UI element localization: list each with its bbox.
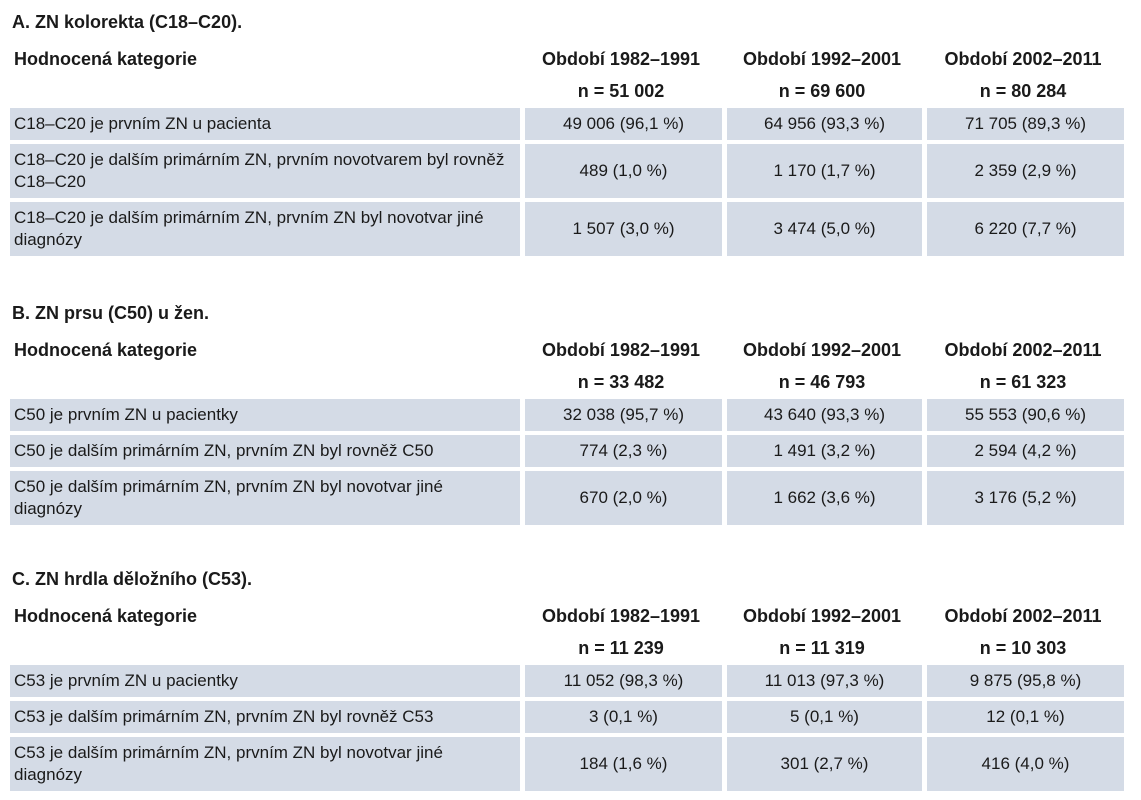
cell-value: 71 705 (89,3 %)	[922, 108, 1124, 140]
table-row: C18–C20 je dalším primárním ZN, prvním n…	[10, 144, 1124, 198]
category-header: Hodnocená kategorie	[14, 48, 198, 69]
cell-value: 6 220 (7,7 %)	[922, 202, 1124, 256]
cell-value: 1 170 (1,7 %)	[722, 144, 922, 198]
cell-value: 301 (2,7 %)	[722, 737, 922, 791]
row-label: C50 je dalším primárním ZN, prvním ZN by…	[10, 471, 520, 525]
cell-value: 11 052 (98,3 %)	[520, 665, 722, 697]
data-table: Hodnocená kategorie Období 1982–1991 Obd…	[10, 331, 1124, 529]
period-header: Období 1992–2001	[742, 339, 902, 360]
cell-value: 3 176 (5,2 %)	[922, 471, 1124, 525]
cell-value: 670 (2,0 %)	[520, 471, 722, 525]
sample-size: n = 69 600	[778, 80, 866, 101]
category-header: Hodnocená kategorie	[14, 339, 198, 360]
table-row: C50 je dalším primárním ZN, prvním ZN by…	[10, 435, 1124, 467]
cell-value: 43 640 (93,3 %)	[722, 399, 922, 431]
period-header: Období 1982–1991	[541, 48, 701, 69]
data-table: Hodnocená kategorie Období 1982–1991 Obd…	[10, 597, 1124, 795]
cell-value: 9 875 (95,8 %)	[922, 665, 1124, 697]
cell-value: 12 (0,1 %)	[922, 701, 1124, 733]
sample-size: n = 51 002	[577, 80, 665, 101]
sample-size: n = 33 482	[577, 371, 665, 392]
table-row: C18–C20 je dalším primárním ZN, prvním Z…	[10, 202, 1124, 256]
cell-value: 1 662 (3,6 %)	[722, 471, 922, 525]
period-header: Období 2002–2011	[944, 339, 1102, 360]
sample-size: n = 80 284	[979, 80, 1067, 101]
row-label: C18–C20 je dalším primárním ZN, prvním n…	[10, 144, 520, 198]
table-row: C53 je prvním ZN u pacientky 11 052 (98,…	[10, 665, 1124, 697]
cell-value: 416 (4,0 %)	[922, 737, 1124, 791]
cell-value: 49 006 (96,1 %)	[520, 108, 722, 140]
cell-value: 2 359 (2,9 %)	[922, 144, 1124, 198]
row-label: C50 je prvním ZN u pacientky	[10, 399, 520, 431]
sample-size: n = 11 239	[578, 637, 664, 658]
cell-value: 5 (0,1 %)	[722, 701, 922, 733]
cell-value: 55 553 (90,6 %)	[922, 399, 1124, 431]
cell-value: 1 491 (3,2 %)	[722, 435, 922, 467]
cell-value: 2 594 (4,2 %)	[922, 435, 1124, 467]
cell-value: 3 474 (5,0 %)	[722, 202, 922, 256]
data-table: Hodnocená kategorie Období 1982–1991 Obd…	[10, 40, 1124, 260]
table-row: C50 je dalším primárním ZN, prvním ZN by…	[10, 471, 1124, 525]
sample-size: n = 11 319	[779, 637, 865, 658]
period-header: Období 1992–2001	[742, 605, 902, 626]
row-label: C53 je dalším primárním ZN, prvním ZN by…	[10, 701, 520, 733]
section-title: B. ZN prsu (C50) u žen.	[12, 303, 210, 323]
table-row: C53 je dalším primárním ZN, prvním ZN by…	[10, 701, 1124, 733]
section-title: A. ZN kolorekta (C18–C20).	[12, 12, 243, 32]
period-header: Období 1992–2001	[742, 48, 902, 69]
sample-size: n = 10 303	[979, 637, 1067, 658]
category-header: Hodnocená kategorie	[14, 605, 198, 626]
cell-value: 64 956 (93,3 %)	[722, 108, 922, 140]
cell-value: 32 038 (95,7 %)	[520, 399, 722, 431]
cell-value: 1 507 (3,0 %)	[520, 202, 722, 256]
row-label: C50 je dalším primárním ZN, prvním ZN by…	[10, 435, 520, 467]
row-label: C53 je dalším primárním ZN, prvním ZN by…	[10, 737, 520, 791]
table-row: C50 je prvním ZN u pacientky 32 038 (95,…	[10, 399, 1124, 431]
cell-value: 184 (1,6 %)	[520, 737, 722, 791]
cell-value: 489 (1,0 %)	[520, 144, 722, 198]
cell-value: 3 (0,1 %)	[520, 701, 722, 733]
period-header: Období 1982–1991	[541, 605, 701, 626]
period-header: Období 1982–1991	[541, 339, 701, 360]
table-row: C18–C20 je prvním ZN u pacienta 49 006 (…	[10, 108, 1124, 140]
row-label: C53 je prvním ZN u pacientky	[10, 665, 520, 697]
section-title: C. ZN hrdla děložního (C53).	[12, 569, 253, 589]
cell-value: 774 (2,3 %)	[520, 435, 722, 467]
cell-value: 11 013 (97,3 %)	[722, 665, 922, 697]
row-label: C18–C20 je dalším primárním ZN, prvním Z…	[10, 202, 520, 256]
period-header: Období 2002–2011	[944, 605, 1102, 626]
period-header: Období 2002–2011	[944, 48, 1102, 69]
row-label: C18–C20 je prvním ZN u pacienta	[10, 108, 520, 140]
sample-size: n = 46 793	[778, 371, 866, 392]
table-row: C53 je dalším primárním ZN, prvním ZN by…	[10, 737, 1124, 791]
sample-size: n = 61 323	[979, 371, 1067, 392]
